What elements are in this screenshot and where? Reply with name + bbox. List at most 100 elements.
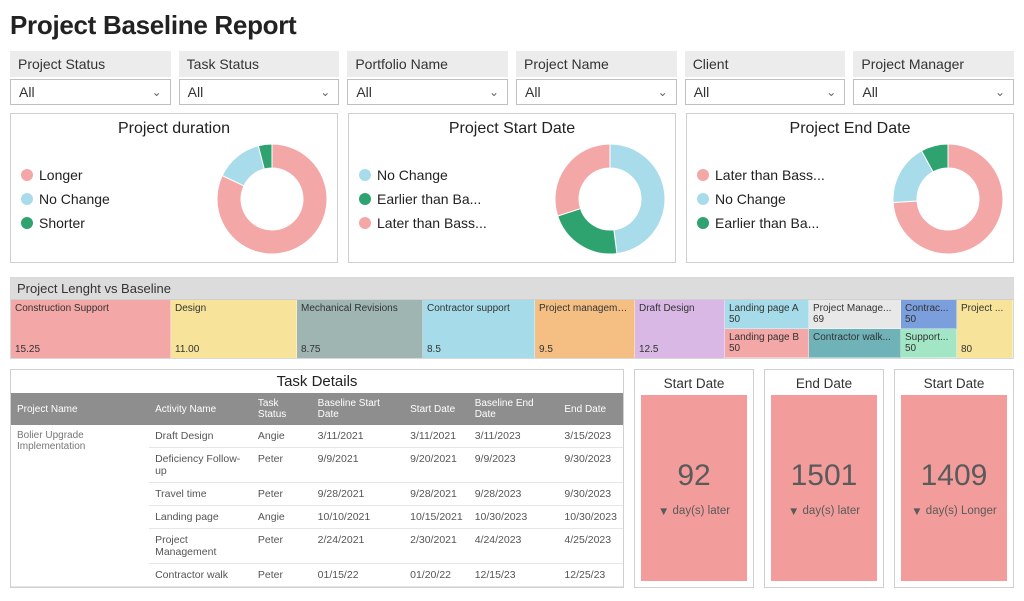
kpi-value: 92 xyxy=(677,459,710,493)
donut-chart[interactable] xyxy=(217,144,327,254)
filter-select[interactable]: All⌄ xyxy=(10,79,171,105)
legend-item[interactable]: Longer xyxy=(21,167,110,183)
legend-item[interactable]: No Change xyxy=(21,191,110,207)
kpi-title: End Date xyxy=(771,376,877,391)
table-cell: 3/11/2021 xyxy=(312,425,404,448)
treemap-cell[interactable]: Construction Support 15.25 xyxy=(11,300,171,358)
filter-select[interactable]: All⌄ xyxy=(516,79,677,105)
table-header-cell[interactable]: End Date xyxy=(558,393,623,425)
treemap-cell-label: Landing page A xyxy=(729,303,804,314)
treemap-cell[interactable]: Contractor walk... xyxy=(809,329,901,358)
legend-item[interactable]: Earlier than Ba... xyxy=(697,215,825,231)
table-cell: Angie xyxy=(252,425,312,448)
filter-select[interactable]: All⌄ xyxy=(179,79,340,105)
treemap-cell[interactable]: Draft Design 12.5 xyxy=(635,300,725,358)
legend-item[interactable]: Earlier than Ba... xyxy=(359,191,487,207)
kpi-sub: ▼ day(s) later xyxy=(658,505,730,517)
treemap-cell[interactable]: Project ...80 xyxy=(957,300,1013,358)
treemap-cell-label: Mechanical Revisions xyxy=(301,303,418,314)
filter-select[interactable]: All⌄ xyxy=(347,79,508,105)
table-header-cell[interactable]: Start Date xyxy=(404,393,469,425)
table-cell: 3/15/2023 xyxy=(558,425,623,448)
filter-label: Project Manager xyxy=(853,51,1014,77)
table-cell: 01/20/22 xyxy=(404,564,469,587)
donut-legend: Longer No Change Shorter xyxy=(21,167,110,231)
table-cell: 4/25/2023 xyxy=(558,529,623,564)
kpi-title: Start Date xyxy=(901,376,1007,391)
filter-label: Project Name xyxy=(516,51,677,77)
table-header-cell[interactable]: Project Name xyxy=(11,393,149,425)
kpi-sub: ▼ day(s) Longer xyxy=(911,505,997,517)
table-cell: Travel time xyxy=(149,483,252,506)
donut-legend: Later than Bass... No Change Earlier than … xyxy=(697,167,825,231)
table-cell: Landing page xyxy=(149,506,252,529)
table-header-cell[interactable]: Baseline Start Date xyxy=(312,393,404,425)
table-cell: 9/9/2023 xyxy=(469,448,559,483)
table-cell: 12/25/23 xyxy=(558,564,623,587)
legend-item[interactable]: No Change xyxy=(359,167,487,183)
treemap-cell-value: 11.00 xyxy=(175,344,292,355)
donut-chart[interactable] xyxy=(893,144,1003,254)
table-cell: Peter xyxy=(252,529,312,564)
table-cell: 10/30/2023 xyxy=(469,506,559,529)
legend-label: Longer xyxy=(39,167,83,183)
filter-select[interactable]: All ⌄ xyxy=(685,79,846,105)
legend-label: Later than Bass... xyxy=(715,167,825,183)
filter-value: All xyxy=(188,84,204,100)
triangle-down-icon: ▼ xyxy=(788,506,799,518)
table-cell: 10/15/2021 xyxy=(404,506,469,529)
legend-item[interactable]: Later than Bass... xyxy=(359,215,487,231)
table-row[interactable]: Bolier Upgrade ImplementationDraft Desig… xyxy=(11,425,623,448)
table-cell: Angie xyxy=(252,506,312,529)
treemap-cell-value: 15.25 xyxy=(15,344,166,355)
legend-swatch xyxy=(359,169,371,181)
treemap-cell-value: 80 xyxy=(961,344,1008,355)
table-cell: 9/28/2021 xyxy=(312,483,404,506)
table-header-cell[interactable]: Task Status xyxy=(252,393,312,425)
treemap-cell-label: Contractor support xyxy=(427,303,530,314)
treemap-cell[interactable]: Contractor support8.5 xyxy=(423,300,535,358)
filter-label: Project Status xyxy=(10,51,171,77)
table-cell: 10/10/2021 xyxy=(312,506,404,529)
treemap[interactable]: Construction Support15.25Design11.00Mech… xyxy=(11,300,1013,358)
filter-value: All xyxy=(694,84,710,100)
chevron-down-icon: ⌄ xyxy=(826,85,836,99)
treemap-cell-label: Draft Design xyxy=(639,303,720,314)
donut-card: Project durationLongerNo ChangeShorter xyxy=(10,113,338,263)
treemap-cell-label: Project Manage... xyxy=(813,303,896,314)
treemap-cell-label: Construction Support xyxy=(15,303,166,314)
legend-label: No Change xyxy=(39,191,110,207)
legend-item[interactable]: No Change xyxy=(697,191,825,207)
treemap-cell[interactable]: Project Manage...69 xyxy=(809,300,901,329)
chevron-down-icon: ⌄ xyxy=(658,85,668,99)
filter-label: Portfolio Name xyxy=(347,51,508,77)
donut-chart[interactable] xyxy=(555,144,665,254)
table-cell: 9/20/2021 xyxy=(404,448,469,483)
filter-value: All xyxy=(19,84,35,100)
treemap-cell[interactable]: Contrac...50 xyxy=(901,300,957,329)
treemap-cell-label: Project management xyxy=(539,303,630,314)
treemap-cell[interactable]: Support...50 xyxy=(901,329,957,358)
treemap-cell[interactable]: Landing page A50 xyxy=(725,300,809,329)
legend-label: No Change xyxy=(715,191,786,207)
filter-select[interactable]: All⌄ xyxy=(853,79,1014,105)
treemap-cell[interactable]: Landing page B50 xyxy=(725,329,809,358)
legend-item[interactable]: Shorter xyxy=(21,215,110,231)
table-header-cell[interactable]: Activity Name xyxy=(149,393,252,425)
treemap-cell[interactable]: Design11.00 xyxy=(171,300,297,358)
table-cell: 2/30/2021 xyxy=(404,529,469,564)
kpi-sub: ▼ day(s) later xyxy=(788,505,860,517)
kpi-card: End Date1501▼ day(s) later xyxy=(764,369,884,588)
treemap-cell-value: 8.75 xyxy=(301,344,418,355)
donut-card: Project End DateLater than Bass...No Cha… xyxy=(686,113,1014,263)
legend-item[interactable]: Later than Bass... xyxy=(697,167,825,183)
treemap-cell-value: 69 xyxy=(813,314,896,325)
treemap-cell[interactable]: Mechanical Revisions 8.75 xyxy=(297,300,423,358)
table-cell: 9/9/2021 xyxy=(312,448,404,483)
treemap-cell[interactable]: Project management9.5 xyxy=(535,300,635,358)
task-details-card: Task Details Project NameActivity NameTa… xyxy=(10,369,624,588)
table-header-cell[interactable]: Baseline End Date xyxy=(469,393,559,425)
treemap-cell-value: 12.5 xyxy=(639,344,720,355)
legend-label: Earlier than Ba... xyxy=(377,191,481,207)
legend-swatch xyxy=(359,217,371,229)
